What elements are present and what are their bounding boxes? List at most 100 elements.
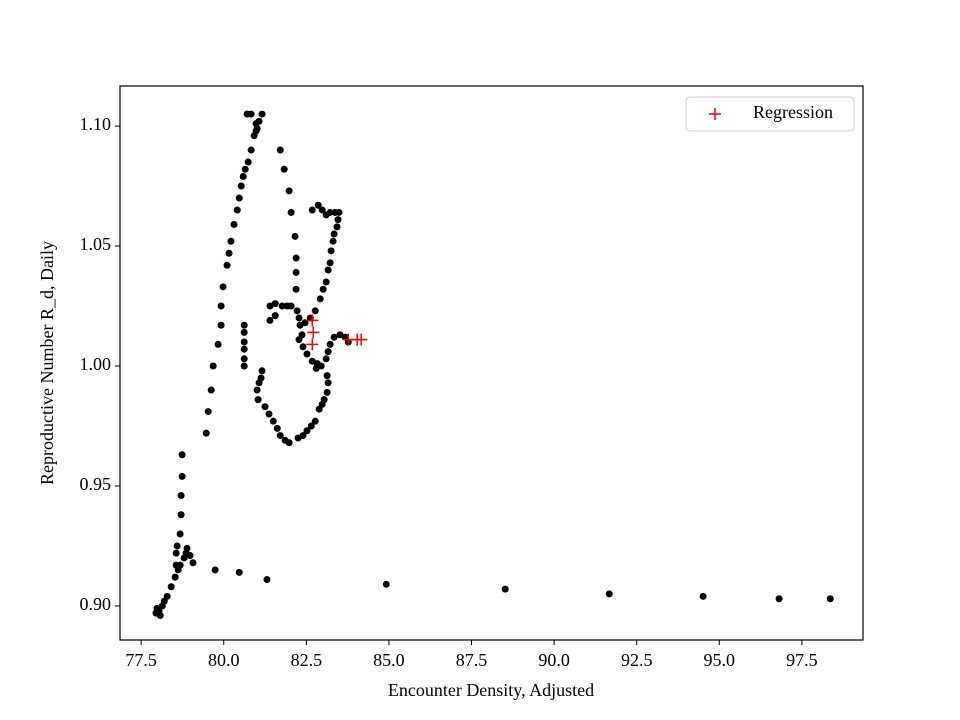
data-point (177, 511, 185, 519)
data-point (167, 583, 175, 591)
x-axis-label: Encounter Density, Adjusted (388, 680, 594, 700)
data-point (293, 307, 301, 315)
data-point (287, 302, 295, 310)
x-tick-label: 87.5 (456, 650, 488, 670)
data-point (287, 208, 295, 216)
plot-frame (119, 85, 864, 641)
data-point (322, 278, 330, 286)
data-point (235, 194, 243, 202)
data-point (826, 595, 834, 603)
data-point (316, 295, 324, 303)
data-point (217, 321, 225, 329)
data-point (247, 146, 255, 154)
regression-point (355, 333, 368, 346)
data-point (163, 592, 171, 600)
data-point (178, 451, 186, 459)
data-point (323, 388, 331, 396)
x-tick-label: 92.5 (621, 650, 653, 670)
data-point (225, 249, 233, 257)
data-point (271, 300, 279, 308)
data-point (244, 158, 252, 166)
data-point (214, 340, 222, 348)
data-point (327, 247, 335, 255)
data-point (299, 432, 307, 440)
y-tick-label: 0.90 (80, 594, 112, 614)
data-point (278, 302, 286, 310)
data-point (319, 285, 327, 293)
data-point (326, 340, 334, 348)
data-point (292, 285, 300, 293)
data-point (296, 321, 304, 329)
data-point (271, 312, 279, 320)
data-point (266, 302, 274, 310)
data-point (240, 345, 248, 353)
data-point (252, 127, 260, 135)
data-point (209, 362, 217, 370)
data-point (183, 544, 191, 552)
data-point (292, 268, 300, 276)
data-point (258, 110, 266, 118)
data-point (334, 216, 342, 224)
data-point (322, 355, 330, 363)
data-point (326, 259, 334, 267)
data-point (202, 429, 210, 437)
data-point (307, 422, 315, 430)
data-point (227, 237, 235, 245)
data-point (291, 232, 299, 240)
data-point (330, 230, 338, 238)
data-point (156, 612, 164, 620)
data-point (172, 549, 180, 557)
data-point (176, 530, 184, 538)
data-point (171, 573, 179, 581)
data-point (261, 403, 269, 411)
y-axis-label: Reproductive Number R_d, Daily (37, 241, 57, 485)
data-point (255, 379, 263, 387)
data-point (605, 590, 613, 598)
data-point (178, 472, 186, 480)
data-point (336, 331, 344, 339)
data-point (324, 379, 332, 387)
data-point (240, 355, 248, 363)
y-tick-label: 1.05 (80, 234, 112, 254)
data-point (329, 237, 337, 245)
data-point (276, 146, 284, 154)
data-point (292, 254, 300, 262)
data-point (323, 372, 331, 380)
data-point (320, 396, 328, 404)
data-point (173, 542, 181, 550)
data-point (308, 206, 316, 214)
data-point (285, 187, 293, 195)
data-point (254, 396, 262, 404)
x-tick-label: 77.5 (125, 650, 157, 670)
data-point (382, 580, 390, 588)
data-point (263, 576, 271, 584)
x-tick-label: 97.5 (786, 650, 818, 670)
regression-point (306, 314, 319, 327)
data-point (313, 360, 321, 368)
data-point (235, 568, 243, 576)
regression-point (307, 326, 320, 339)
data-point (174, 566, 182, 574)
data-point (240, 338, 248, 346)
data-point (311, 417, 319, 425)
data-point (217, 302, 225, 310)
data-point (276, 432, 284, 440)
x-tick-label: 82.5 (291, 650, 323, 670)
data-point (237, 182, 245, 190)
data-point (285, 439, 293, 447)
data-point (330, 333, 338, 341)
plot-marks (152, 110, 834, 620)
data-point (303, 350, 311, 358)
data-point (258, 367, 266, 375)
data-point (189, 559, 197, 567)
data-point (501, 585, 509, 593)
data-point (303, 427, 311, 435)
data-point (280, 165, 288, 173)
data-point (223, 261, 231, 269)
data-point (699, 592, 707, 600)
data-point (333, 223, 341, 231)
x-tick-label: 80.0 (208, 650, 240, 670)
data-point (241, 165, 249, 173)
regression-point (306, 338, 319, 351)
